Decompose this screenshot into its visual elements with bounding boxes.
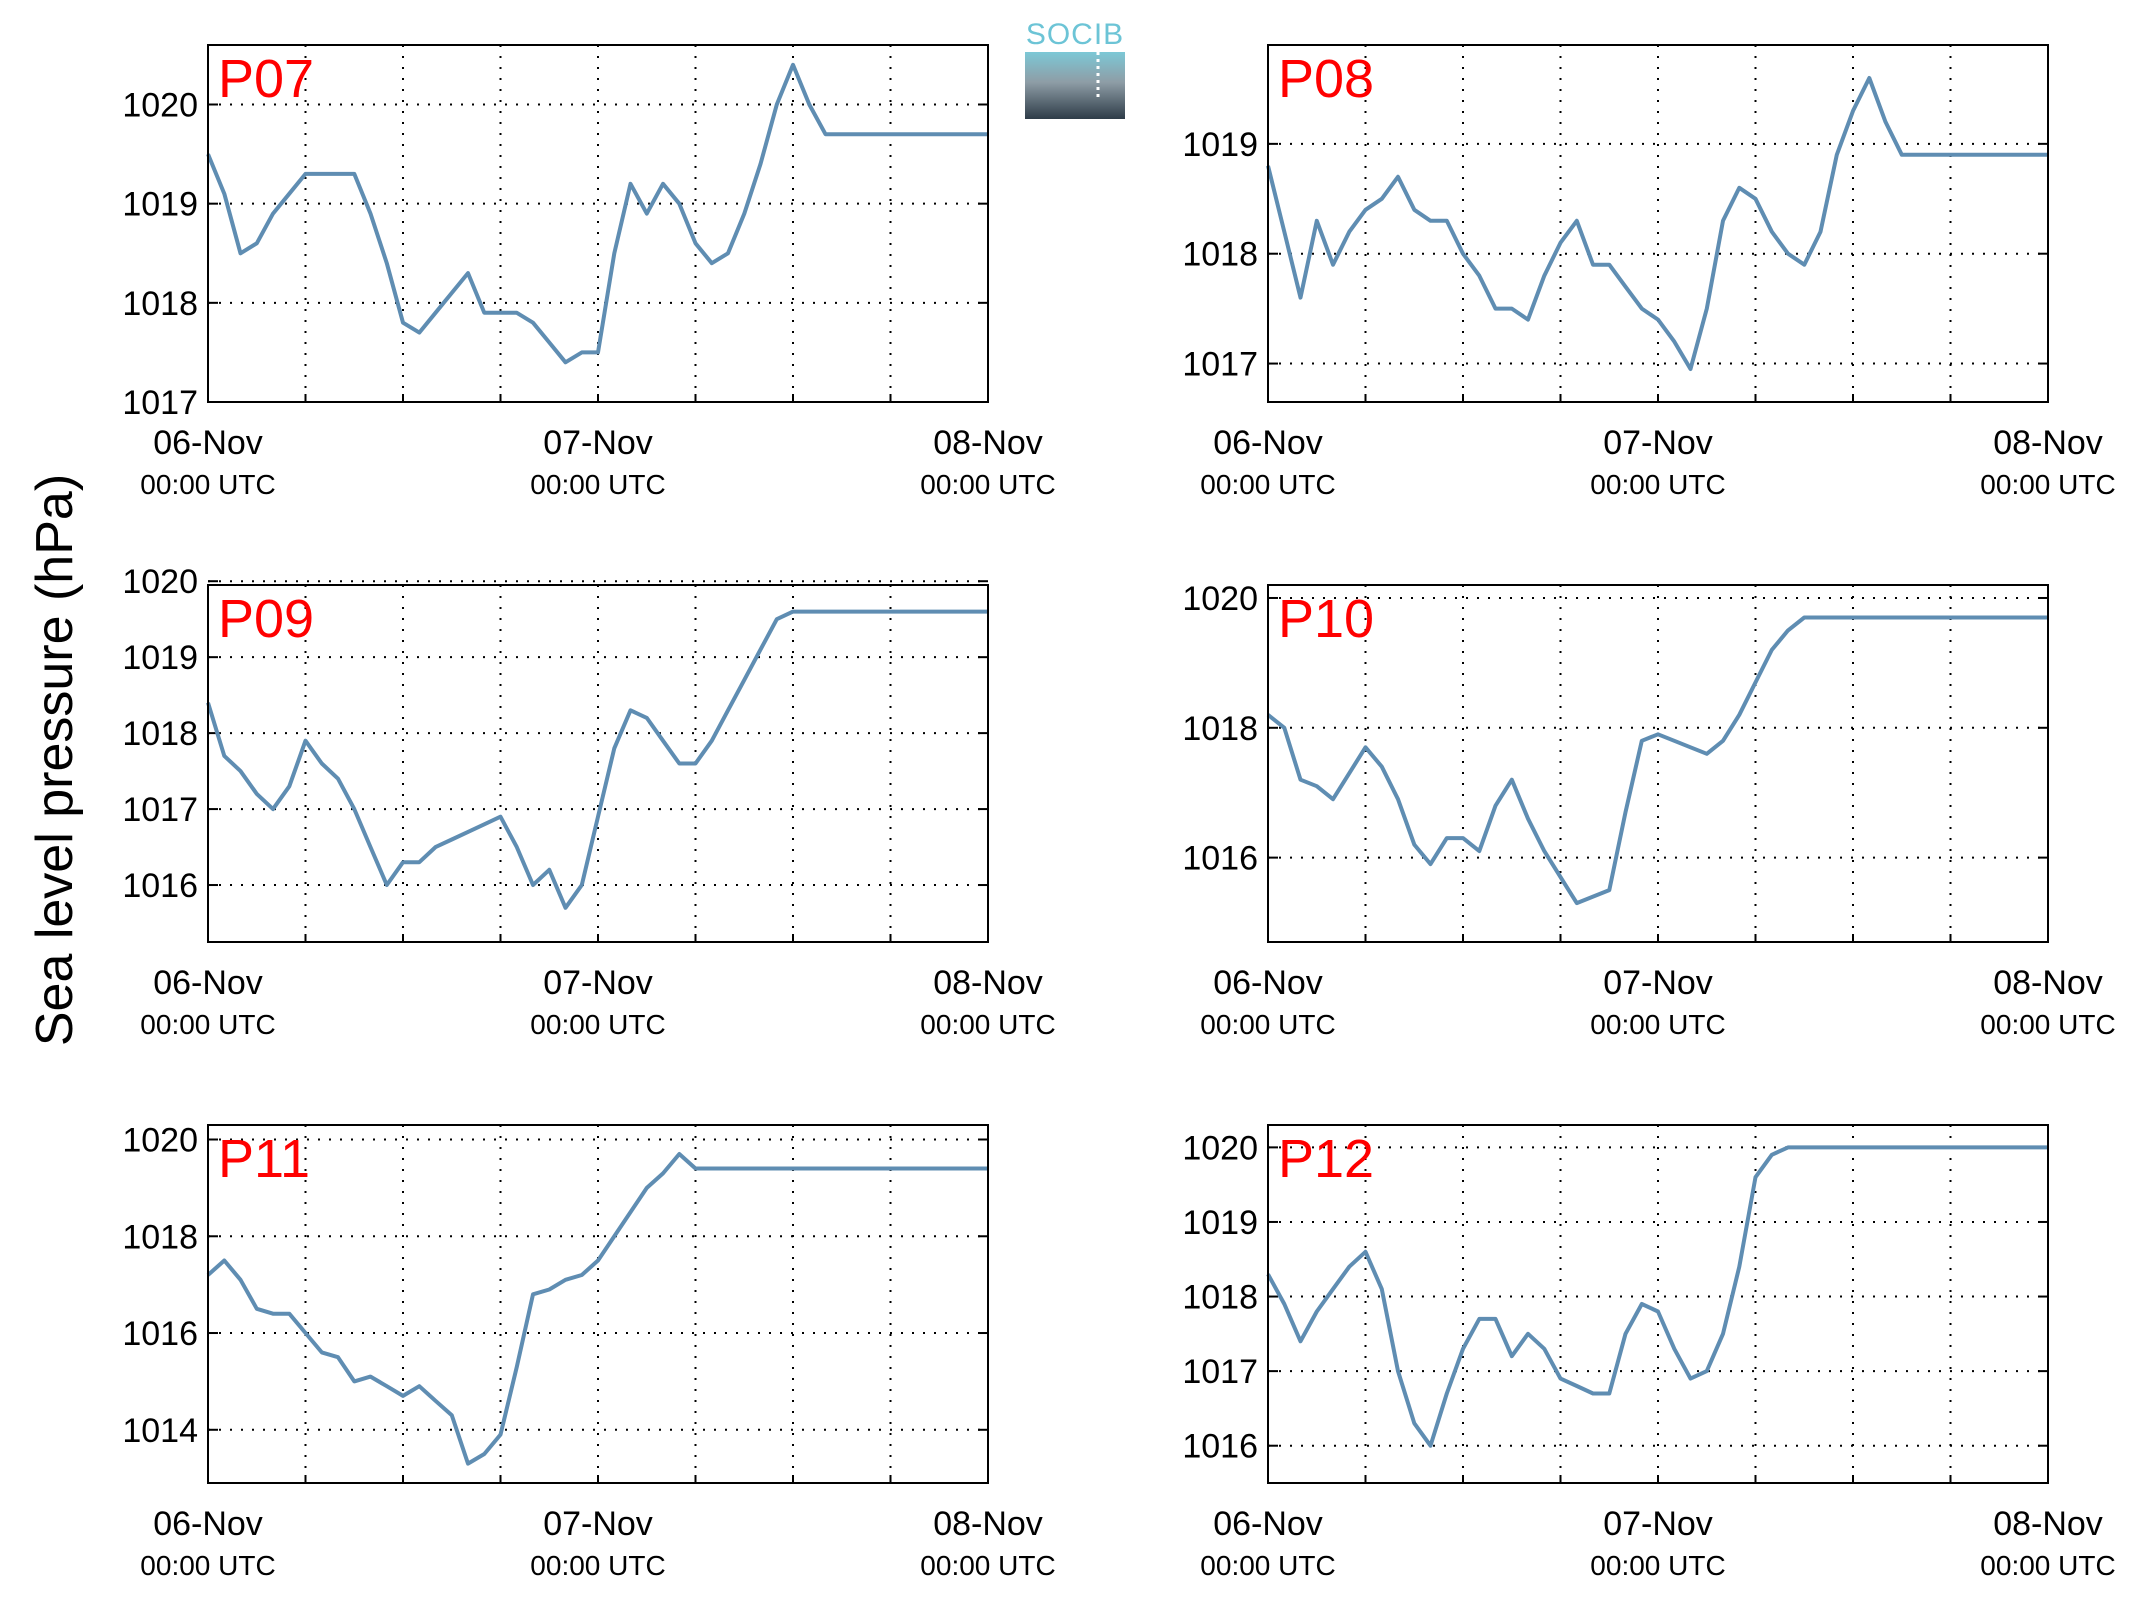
- y-tick-label: 1018: [1182, 236, 1258, 274]
- y-tick-label: 1016: [1182, 1428, 1258, 1466]
- x-tick-label-date: 07-Nov: [1603, 424, 1713, 462]
- x-tick-label-time: 00:00 UTC: [1200, 1009, 1335, 1040]
- y-tick-label: 1019: [122, 186, 198, 224]
- x-tick-label-date: 06-Nov: [1213, 964, 1323, 1002]
- x-tick-label-time: 00:00 UTC: [1590, 469, 1725, 500]
- y-tick-label: 1018: [122, 285, 198, 323]
- x-tick-label-date: 07-Nov: [543, 424, 653, 462]
- y-tick-label: 1014: [122, 1412, 198, 1450]
- y-tick-label: 1018: [122, 1218, 198, 1256]
- x-tick-label-date: 08-Nov: [933, 424, 1043, 462]
- panel-p07: 1017 1018 1019 1020 06-Nov 00:00 UTC 07-Nov 00:…: [122, 44, 1056, 500]
- y-tick-label: 1017: [1182, 1353, 1258, 1391]
- y-tick-label: 1018: [1182, 710, 1258, 748]
- series-line-p12: [1266, 1145, 2048, 1448]
- x-tick-label-time: 00:00 UTC: [1590, 1550, 1725, 1581]
- y-tick-label: 1019: [1182, 1204, 1258, 1242]
- y-tick-label: 1020: [122, 87, 198, 125]
- y-tick-label: 1016: [122, 867, 198, 905]
- x-tick-label-date: 06-Nov: [1213, 1505, 1323, 1543]
- x-tick-label-date: 06-Nov: [153, 964, 263, 1002]
- axes-frame: [207, 584, 989, 943]
- x-tick-label-time: 00:00 UTC: [530, 469, 665, 500]
- y-tick-label: 1020: [122, 1122, 198, 1160]
- axes-frame: [1267, 584, 2049, 943]
- socib-logo: SOCIB: [1025, 18, 1125, 119]
- panel-label: P07: [218, 49, 314, 109]
- y-tick-label: 1016: [1182, 840, 1258, 878]
- y-tick-label: 1019: [1182, 126, 1258, 164]
- series-line-p11: [206, 1152, 988, 1466]
- x-tick-label-date: 07-Nov: [1603, 964, 1713, 1002]
- panel-label: P11: [218, 1129, 310, 1189]
- x-tick-label-time: 00:00 UTC: [920, 1009, 1055, 1040]
- panel-p11: 1014 1016 1018 1020 06-Nov 00:00 UTC 07-Nov 00:…: [122, 1122, 1055, 1581]
- logo-text: SOCIB: [1026, 18, 1124, 51]
- x-tick-label-date: 06-Nov: [1213, 424, 1323, 462]
- x-tick-label-time: 00:00 UTC: [1200, 469, 1335, 500]
- y-tick-label: 1017: [122, 384, 198, 422]
- y-tick-label: 1020: [122, 563, 198, 601]
- y-tick-label: 1017: [1182, 346, 1258, 384]
- x-tick-label-date: 08-Nov: [933, 964, 1043, 1002]
- x-tick-label-time: 00:00 UTC: [530, 1009, 665, 1040]
- series-line-p08: [1266, 76, 2048, 371]
- y-tick-label: 1020: [1182, 580, 1258, 618]
- panel-label: P08: [1278, 49, 1374, 109]
- x-tick-label-date: 07-Nov: [543, 964, 653, 1002]
- axes-frame: [1267, 44, 2049, 403]
- logo-graphic: [1025, 52, 1125, 119]
- panel-p10: 1016 1018 1020 06-Nov 00:00 UTC 07-Nov 00:00 U…: [1182, 580, 2115, 1040]
- x-tick-label-date: 08-Nov: [1993, 964, 2103, 1002]
- axes-frame: [207, 1124, 989, 1484]
- x-tick-label-date: 07-Nov: [1603, 1505, 1713, 1543]
- x-tick-label-time: 00:00 UTC: [1980, 1550, 2115, 1581]
- axes-frame: [207, 44, 989, 403]
- x-tick-label-date: 08-Nov: [1993, 1505, 2103, 1543]
- x-tick-label-time: 00:00 UTC: [920, 1550, 1055, 1581]
- x-tick-label-time: 00:00 UTC: [530, 1550, 665, 1581]
- y-axis-label: Sea level pressure (hPa): [26, 474, 84, 1046]
- panel-label: P10: [1278, 589, 1374, 649]
- x-tick-label-date: 08-Nov: [1993, 424, 2103, 462]
- x-tick-label-date: 06-Nov: [153, 1505, 263, 1543]
- x-tick-label-time: 00:00 UTC: [1200, 1550, 1335, 1581]
- panel-p09: 1016 1017 1018 1019 1020 06-Nov 00:00 UTC 07-No…: [122, 563, 1055, 1040]
- panel-label: P09: [218, 589, 314, 649]
- y-tick-label: 1019: [122, 639, 198, 677]
- y-tick-label: 1020: [1182, 1129, 1258, 1167]
- y-tick-label: 1018: [1182, 1279, 1258, 1317]
- y-tick-label: 1017: [122, 791, 198, 829]
- axes-frame: [1267, 1124, 2049, 1484]
- panel-label: P12: [1278, 1129, 1374, 1189]
- x-tick-label-time: 00:00 UTC: [1590, 1009, 1725, 1040]
- x-tick-label-time: 00:00 UTC: [140, 469, 275, 500]
- x-tick-label-time: 00:00 UTC: [140, 1009, 275, 1040]
- y-tick-label: 1018: [122, 715, 198, 753]
- panel-p12: 1016 1017 1018 1019 1020 06-Nov 00:00 UTC 07-No…: [1182, 1124, 2116, 1581]
- panel-p08: 1017 1018 1019 06-Nov 00:00 UTC 07-Nov 00:00 U…: [1182, 44, 2116, 500]
- x-tick-label-time: 00:00 UTC: [1980, 1009, 2115, 1040]
- x-tick-label-time: 00:00 UTC: [920, 469, 1055, 500]
- x-tick-label-time: 00:00 UTC: [1980, 469, 2115, 500]
- x-tick-label-date: 07-Nov: [543, 1505, 653, 1543]
- x-tick-label-time: 00:00 UTC: [140, 1550, 275, 1581]
- series-line-p07: [206, 62, 988, 365]
- y-tick-label: 1016: [122, 1315, 198, 1353]
- x-tick-label-date: 06-Nov: [153, 424, 263, 462]
- series-line-p10: [1266, 615, 2048, 906]
- series-line-p09: [206, 609, 988, 910]
- x-tick-label-date: 08-Nov: [933, 1505, 1043, 1543]
